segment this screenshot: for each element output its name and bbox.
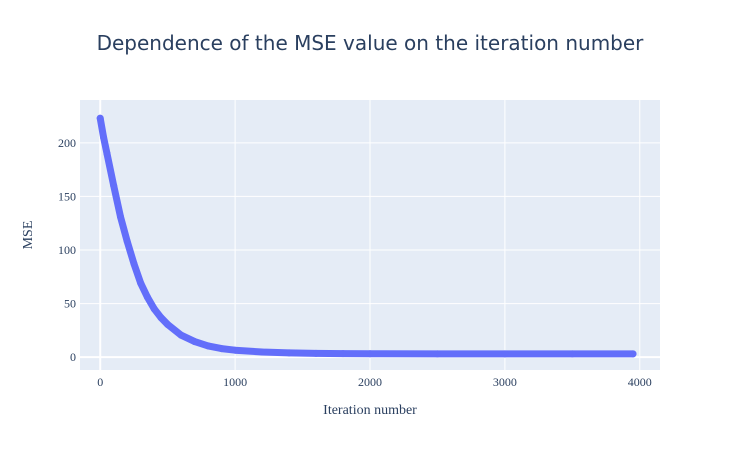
x-tick-label: 3000 bbox=[493, 375, 517, 389]
mse-data-point bbox=[110, 182, 118, 190]
mse-data-point bbox=[433, 350, 441, 358]
mse-data-point bbox=[629, 350, 637, 358]
y-tick-label: 200 bbox=[58, 136, 76, 150]
mse-data-point bbox=[366, 350, 374, 358]
chart-title: Dependence of the MSE value on the itera… bbox=[97, 31, 645, 55]
x-axis-title: Iteration number bbox=[323, 403, 417, 418]
mse-data-point bbox=[157, 314, 165, 321]
tick-labels: 0 1000 2000 3000 4000 0 50 100 150 200 bbox=[58, 136, 652, 389]
mse-data-point bbox=[568, 350, 576, 358]
data-series bbox=[96, 114, 637, 358]
x-tick-label: 2000 bbox=[358, 375, 382, 389]
mse-data-point bbox=[204, 342, 212, 350]
mse-data-point bbox=[312, 349, 320, 357]
mse-data-point bbox=[130, 260, 138, 268]
mse-data-point bbox=[258, 348, 266, 356]
mse-data-point bbox=[177, 331, 185, 339]
y-tick-label: 100 bbox=[58, 243, 76, 257]
mse-data-point bbox=[123, 237, 131, 245]
x-tick-label: 0 bbox=[97, 375, 103, 389]
mse-data-point bbox=[137, 279, 145, 287]
y-tick-label: 50 bbox=[64, 297, 76, 311]
y-tick-label: 0 bbox=[70, 350, 76, 364]
mse-data-point bbox=[150, 305, 158, 313]
mse-data-point bbox=[103, 150, 111, 158]
mse-data-point bbox=[191, 338, 199, 346]
x-tick-label: 4000 bbox=[628, 375, 652, 389]
x-tick-label: 1000 bbox=[223, 375, 247, 389]
mse-data-point bbox=[117, 213, 124, 221]
y-axis-title: MSE bbox=[21, 221, 36, 250]
y-tick-label: 150 bbox=[58, 189, 76, 203]
mse-series-line bbox=[96, 114, 637, 358]
mse-data-point bbox=[339, 350, 347, 358]
mse-data-point bbox=[231, 346, 239, 354]
mse-data-point bbox=[164, 321, 172, 328]
mse-data-point bbox=[218, 345, 226, 353]
mse-data-point bbox=[501, 350, 509, 358]
mse-data-point bbox=[285, 349, 293, 357]
mse-data-point bbox=[143, 293, 151, 301]
mse-data-point bbox=[96, 114, 104, 122]
mse-data-point bbox=[100, 134, 108, 141]
